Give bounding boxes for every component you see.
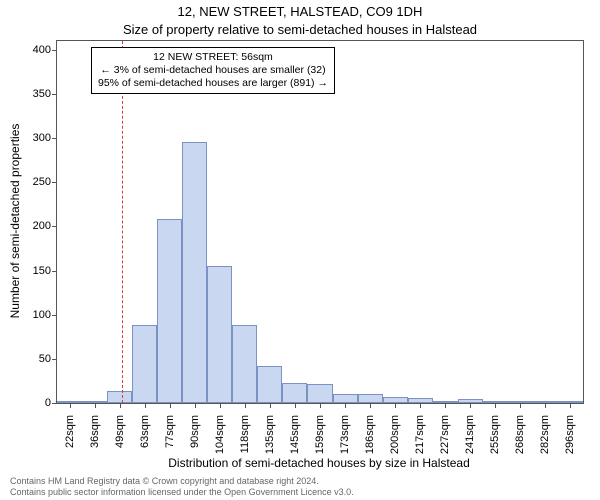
xtick-label: 186sqm — [364, 415, 376, 454]
xtick-mark — [370, 403, 371, 408]
ytick-mark — [52, 359, 57, 360]
histogram-bar — [132, 325, 157, 403]
xtick-mark — [245, 403, 246, 408]
xtick-label: 282sqm — [539, 415, 551, 454]
xtick-mark — [395, 403, 396, 408]
ytick-label: 100 — [33, 309, 51, 321]
xtick-mark — [445, 403, 446, 408]
xtick-label: 200sqm — [389, 415, 401, 454]
histogram-bar — [157, 219, 182, 403]
histogram-bar — [182, 142, 207, 403]
xtick-mark — [120, 403, 121, 408]
footer-line2: Contains public sector information licen… — [10, 487, 354, 498]
histogram-bar — [232, 325, 257, 403]
footer: Contains HM Land Registry data © Crown c… — [10, 476, 354, 498]
xtick-label: 217sqm — [414, 415, 426, 454]
histogram-bar — [358, 394, 383, 403]
footer-line1: Contains HM Land Registry data © Crown c… — [10, 476, 354, 487]
xtick-label: 63sqm — [139, 415, 151, 448]
histogram-bar — [282, 383, 307, 403]
histogram-bar — [333, 394, 358, 403]
y-axis-label: Number of semi-detached properties — [8, 124, 22, 319]
ytick-mark — [52, 182, 57, 183]
ytick-label: 0 — [45, 397, 51, 409]
xtick-label: 159sqm — [314, 415, 326, 454]
ytick-mark — [52, 226, 57, 227]
chart-title-line1: 12, NEW STREET, HALSTEAD, CO9 1DH — [0, 4, 600, 19]
ytick-mark — [52, 403, 57, 404]
x-axis-label: Distribution of semi-detached houses by … — [56, 456, 582, 470]
xtick-label: 135sqm — [264, 415, 276, 454]
xtick-label: 49sqm — [114, 415, 126, 448]
xtick-label: 145sqm — [289, 415, 301, 454]
annotation-box: 12 NEW STREET: 56sqm← 3% of semi-detache… — [91, 47, 335, 94]
xtick-mark — [270, 403, 271, 408]
ytick-mark — [52, 50, 57, 51]
histogram-bar — [107, 391, 132, 403]
xtick-label: 255sqm — [489, 415, 501, 454]
ytick-mark — [52, 315, 57, 316]
xtick-mark — [195, 403, 196, 408]
xtick-label: 268sqm — [514, 415, 526, 454]
xtick-label: 173sqm — [339, 415, 351, 454]
xtick-label: 104sqm — [214, 415, 226, 454]
xtick-label: 36sqm — [89, 415, 101, 448]
ytick-label: 350 — [33, 88, 51, 100]
plot-area: 05010015020025030035040022sqm36sqm49sqm6… — [56, 40, 584, 404]
figure: 12, NEW STREET, HALSTEAD, CO9 1DH Size o… — [0, 0, 600, 500]
xtick-mark — [570, 403, 571, 408]
ytick-label: 300 — [33, 132, 51, 144]
xtick-label: 227sqm — [439, 415, 451, 454]
annotation-line3: 95% of semi-detached houses are larger (… — [98, 77, 328, 90]
xtick-mark — [95, 403, 96, 408]
xtick-mark — [495, 403, 496, 408]
xtick-mark — [345, 403, 346, 408]
histogram-bar — [307, 384, 332, 403]
ytick-label: 50 — [39, 353, 51, 365]
ytick-label: 400 — [33, 44, 51, 56]
ytick-label: 200 — [33, 220, 51, 232]
ytick-mark — [52, 94, 57, 95]
xtick-mark — [145, 403, 146, 408]
annotation-line1: 12 NEW STREET: 56sqm — [98, 51, 328, 64]
xtick-mark — [320, 403, 321, 408]
ytick-label: 150 — [33, 265, 51, 277]
xtick-mark — [220, 403, 221, 408]
chart-title-line2: Size of property relative to semi-detach… — [0, 22, 600, 37]
xtick-mark — [70, 403, 71, 408]
xtick-label: 77sqm — [164, 415, 176, 448]
histogram-bar — [207, 266, 232, 403]
xtick-label: 118sqm — [239, 415, 251, 453]
xtick-label: 22sqm — [64, 415, 76, 448]
xtick-label: 296sqm — [564, 415, 576, 454]
xtick-label: 241sqm — [464, 415, 476, 454]
xtick-mark — [520, 403, 521, 408]
ytick-mark — [52, 138, 57, 139]
annotation-line2: ← 3% of semi-detached houses are smaller… — [98, 64, 328, 77]
marker-line — [122, 41, 123, 403]
ytick-mark — [52, 271, 57, 272]
xtick-mark — [545, 403, 546, 408]
ytick-label: 250 — [33, 176, 51, 188]
xtick-mark — [170, 403, 171, 408]
xtick-label: 90sqm — [189, 415, 201, 448]
xtick-mark — [470, 403, 471, 408]
xtick-mark — [420, 403, 421, 408]
histogram-bar — [257, 366, 282, 403]
xtick-mark — [295, 403, 296, 408]
